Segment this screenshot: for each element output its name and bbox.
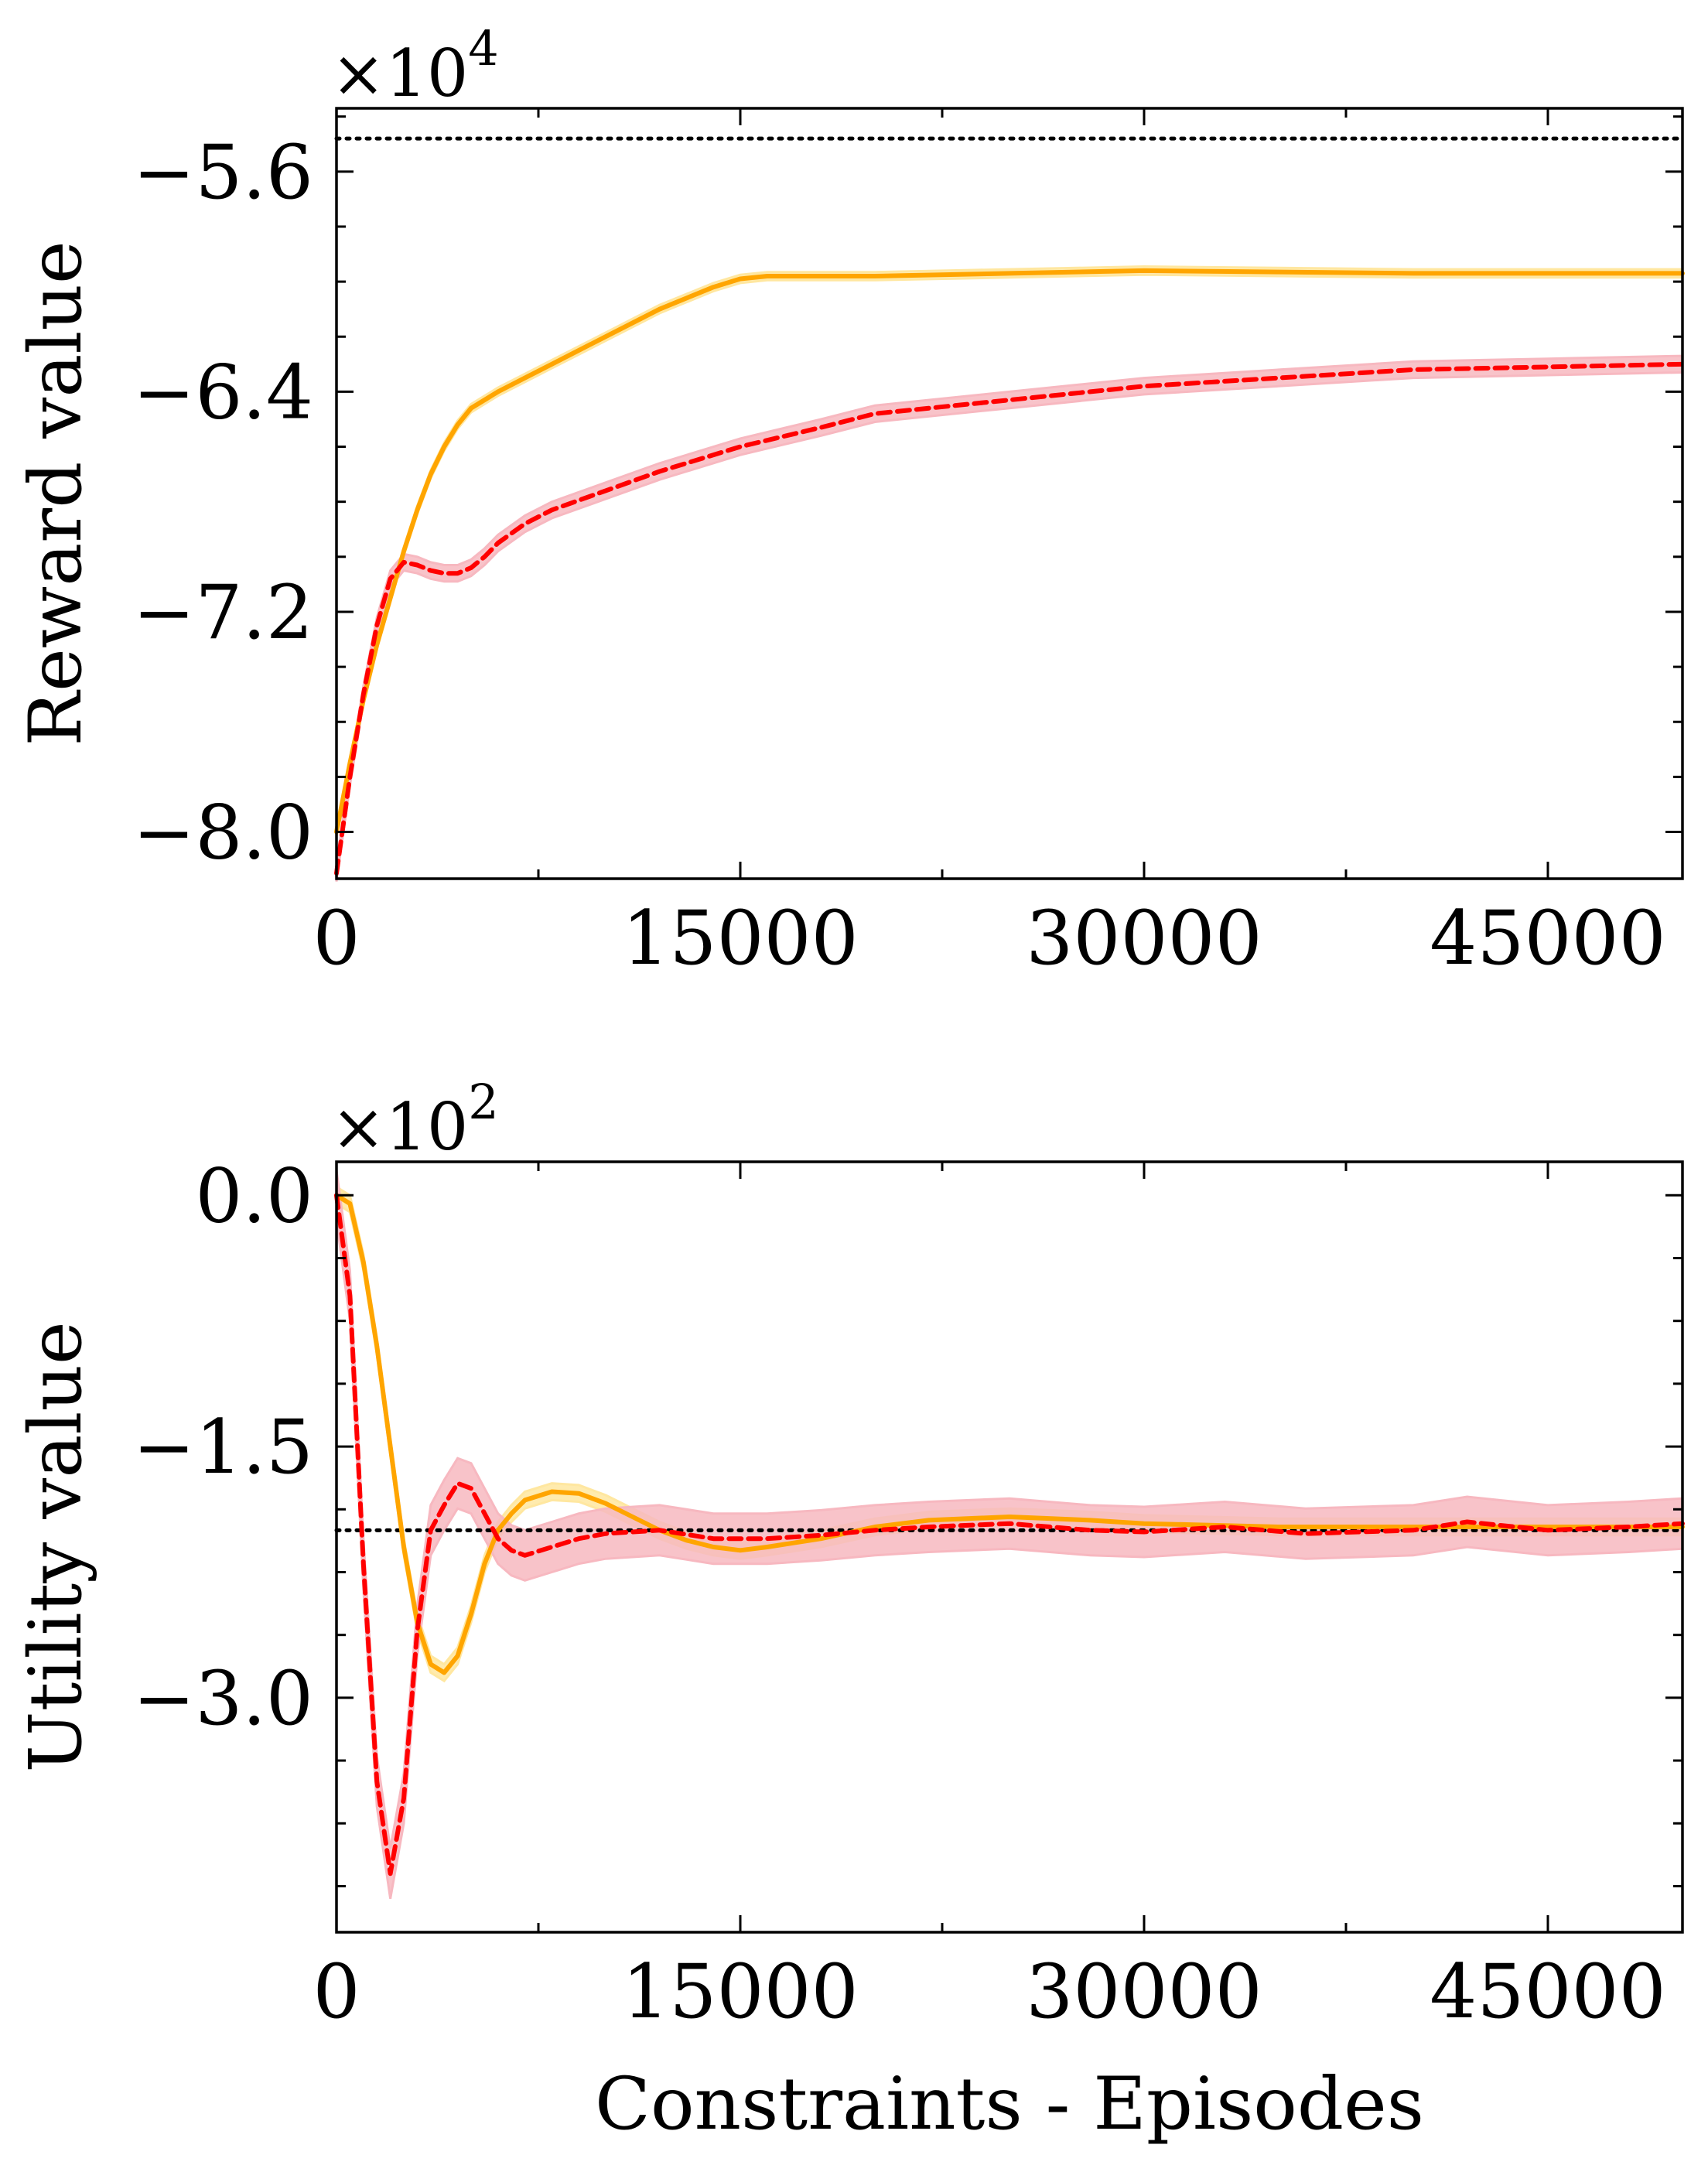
utility-orange-line bbox=[334, 1193, 1685, 1675]
reward-red-dashed-band bbox=[335, 354, 1684, 882]
reward-xtick-label: 45000 bbox=[1430, 895, 1665, 982]
reward-ylabel: Reward value bbox=[14, 241, 98, 746]
utility-ytick-label: −1.5 bbox=[133, 1404, 313, 1491]
utility-xtick-label: 0 bbox=[313, 1948, 360, 2035]
reward-ytick-label: −8.0 bbox=[133, 790, 313, 876]
reward-ytick-label: −6.4 bbox=[133, 349, 313, 435]
utility-chart: 0 15000 30000 45000 0.0 −1.5 −3.0 ×102 Utility… bbox=[14, 1074, 1685, 2146]
reward-series-lines bbox=[334, 268, 1685, 876]
utility-xtick-label: 45000 bbox=[1430, 1948, 1665, 2035]
utility-plot-frame bbox=[335, 1160, 1684, 1934]
reward-plot-frame bbox=[335, 107, 1684, 880]
reward-xtick-label: 30000 bbox=[1026, 895, 1262, 982]
reward-xtick-label: 0 bbox=[313, 895, 360, 982]
utility-ytick-label: −3.0 bbox=[133, 1655, 313, 1742]
utility-multiplier: ×102 bbox=[331, 1074, 499, 1165]
reward-bands bbox=[335, 265, 1684, 882]
reward-ticks bbox=[335, 108, 1682, 879]
utility-series-lines bbox=[334, 1193, 1685, 1877]
reward-orange-line bbox=[334, 268, 1685, 835]
utility-ytick-label: 0.0 bbox=[195, 1153, 313, 1239]
reward-chart: 0 15000 30000 45000 −8.0 −7.2 −6.4 −5.6 ×104 Re… bbox=[14, 20, 1685, 982]
utility-red-dashed-line bbox=[334, 1193, 1685, 1877]
utility-xtick-label: 30000 bbox=[1026, 1948, 1262, 2035]
utility-tick-labels: 0 15000 30000 45000 0.0 −1.5 −3.0 bbox=[133, 1153, 1666, 2035]
reward-multiplier: ×104 bbox=[331, 20, 499, 111]
reward-ytick-label: −5.6 bbox=[133, 129, 313, 216]
utility-orange-band bbox=[335, 1184, 1684, 1683]
reward-red-dashed-line bbox=[334, 361, 1685, 876]
utility-xlabel: Constraints - Episodes bbox=[595, 2062, 1424, 2146]
reward-xtick-label: 15000 bbox=[622, 895, 858, 982]
utility-xtick-label: 15000 bbox=[622, 1948, 858, 2035]
utility-bands bbox=[335, 1170, 1684, 1899]
reward-tick-labels: 0 15000 30000 45000 −8.0 −7.2 −6.4 −5.6 bbox=[133, 129, 1666, 982]
reward-ytick-label: −7.2 bbox=[133, 569, 313, 656]
utility-red-dashed-band bbox=[335, 1170, 1684, 1899]
utility-ticks bbox=[335, 1162, 1682, 1932]
utility-ylabel: Utility value bbox=[14, 1321, 98, 1772]
reward-orange-band bbox=[335, 265, 1684, 837]
